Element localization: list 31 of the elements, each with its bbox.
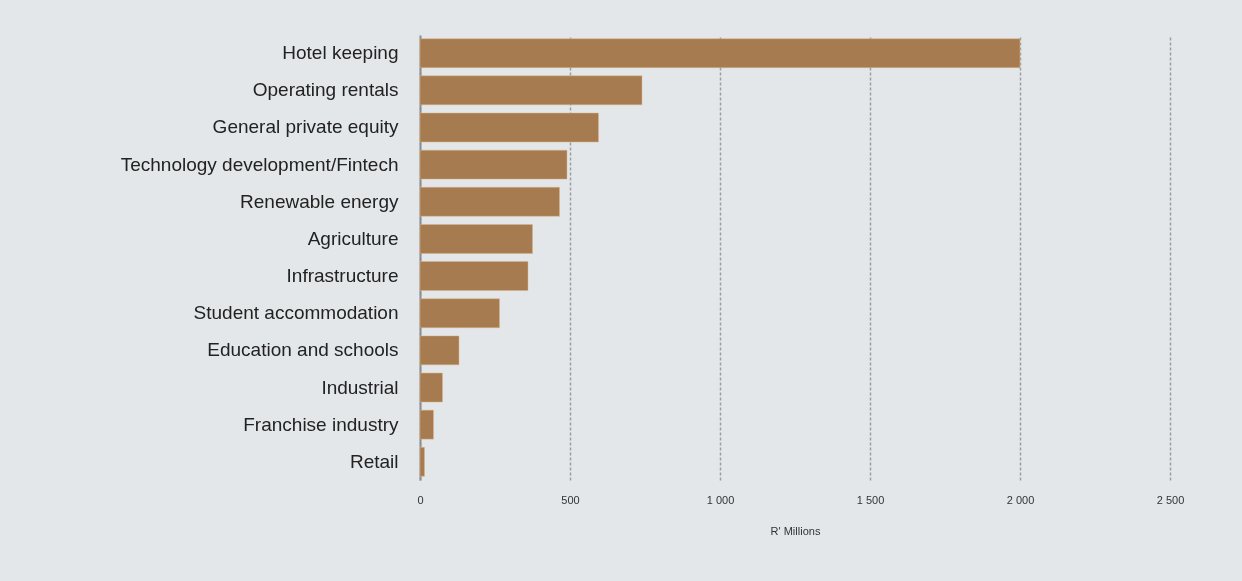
y-tick-label: Hotel keeping: [282, 42, 399, 64]
bar: [419, 409, 434, 440]
y-tick-label: General private equity: [212, 116, 399, 138]
bar: [419, 298, 500, 328]
x-tick-label: 2 000: [1006, 493, 1035, 506]
y-tick-label: Industrial: [321, 376, 399, 398]
x-tick-label: 500: [561, 493, 580, 506]
x-tick-label: 1 000: [706, 493, 735, 506]
y-tick-label: Education and schools: [207, 339, 399, 361]
bar: [419, 447, 425, 477]
x-tick-label: 1 500: [856, 493, 885, 506]
y-tick-label: Agriculture: [307, 227, 399, 249]
y-tick-label: Renewable energy: [240, 190, 399, 212]
bar: [419, 75, 643, 106]
x-tick-label: 2 500: [1156, 493, 1185, 506]
bar: [419, 187, 560, 217]
bar: [419, 149, 568, 180]
bar: [419, 261, 529, 291]
bar: [419, 38, 1021, 68]
y-tick-label: Operating rentals: [252, 79, 399, 101]
y-tick-label: Franchise industry: [243, 413, 399, 435]
bar: [419, 335, 460, 366]
bar: [419, 112, 599, 143]
y-tick-label: Retail: [349, 450, 399, 472]
x-tick-label: 0: [417, 493, 424, 506]
x-axis-title: R' Millions: [770, 524, 821, 537]
y-tick-label: Student accommodation: [193, 302, 399, 324]
bar: [419, 372, 443, 403]
bar: [419, 224, 533, 254]
y-tick-label: Infrastructure: [286, 265, 399, 287]
y-tick-label: Technology development/Fintech: [120, 153, 399, 175]
